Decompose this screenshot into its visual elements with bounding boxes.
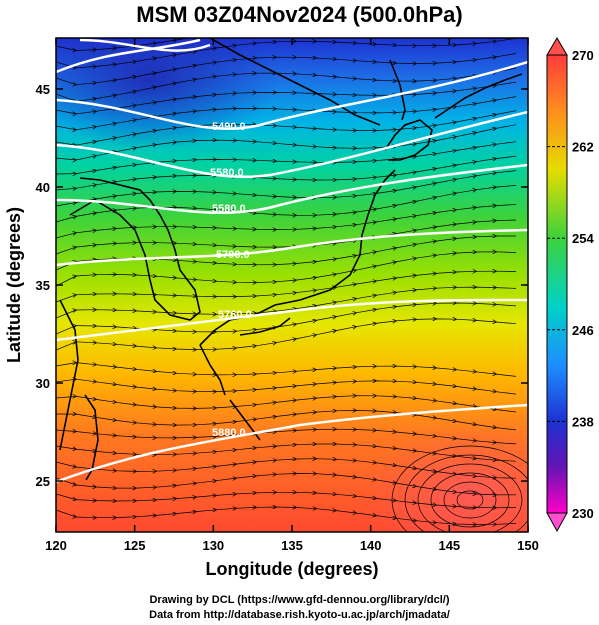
colorbar-tick-label: 238 [572,414,594,429]
temperature-field: 5490.0 5580.0 5580.0 5700.0 5760.0 5880.… [56,38,528,532]
streamline-swirl [391,445,528,532]
y-tick-label: 45 [36,82,50,97]
streamline [56,379,517,395]
streamline [56,396,517,413]
streamline [56,410,517,431]
colorbar-min-arrow [546,512,568,533]
colorbar-max-arrow [546,37,568,56]
streamline-swirl [417,463,523,532]
x-axis-title: Longitude (degrees) [205,559,378,579]
y-tick-label: 25 [36,474,50,489]
contour-label: 5880.0 [212,427,246,439]
x-tick-label: 120 [45,538,67,553]
x-tick-label: 145 [438,538,460,553]
contour-label: 5490.0 [212,121,246,133]
colorbar-tick-label: 270 [572,48,594,63]
contour-labels: 5490.0 5580.0 5580.0 5700.0 5760.0 5880.… [210,121,252,439]
y-tick-label: 40 [36,180,50,195]
height-contours [56,38,528,484]
streamline [56,444,517,461]
colorbar-tick-label: 246 [572,323,594,338]
contour-label: 5580.0 [212,203,246,215]
y-tick-label: 35 [36,278,50,293]
map-title: MSM 03Z04Nov2024 (500.0hPa) [136,2,463,27]
streamline-swirl [404,454,528,532]
x-axis: 120 125 130 135 140 145 150 [45,38,539,553]
colorbar-tick-label: 262 [572,140,594,155]
colorbar-tick-label: 254 [572,231,594,246]
credit-data: Data from http://database.rish.kyoto-u.a… [149,609,450,621]
x-tick-label: 140 [360,538,382,553]
contour-label: 5760.0 [218,309,252,321]
x-tick-label: 125 [124,538,146,553]
streamline-swirl [430,472,510,528]
colorbar-ticks: 270 262 254 246 238 230 [547,48,594,521]
x-tick-label: 135 [281,538,303,553]
x-tick-label: 150 [517,538,539,553]
y-tick-label: 30 [36,376,50,391]
colorbar-scale [546,54,568,514]
streamline [56,429,517,444]
streamline [56,507,517,525]
colorbar-tick-label: 230 [572,506,594,521]
streamline [56,363,517,377]
contour-label: 5700.0 [216,249,250,261]
credit-drawing: Drawing by DCL (https://www.gfd-dennou.o… [149,594,450,606]
y-axis: 25 30 35 40 45 [36,82,528,489]
streamline [56,474,517,495]
contour-label: 5580.0 [210,167,244,179]
colorbar: 270 262 254 246 238 230 [546,37,594,533]
y-axis-title: Latitude (degrees) [4,207,24,363]
streamline [56,319,517,350]
streamline-swirl [443,481,497,519]
x-tick-label: 130 [202,538,224,553]
streamline-swirl [456,490,484,510]
